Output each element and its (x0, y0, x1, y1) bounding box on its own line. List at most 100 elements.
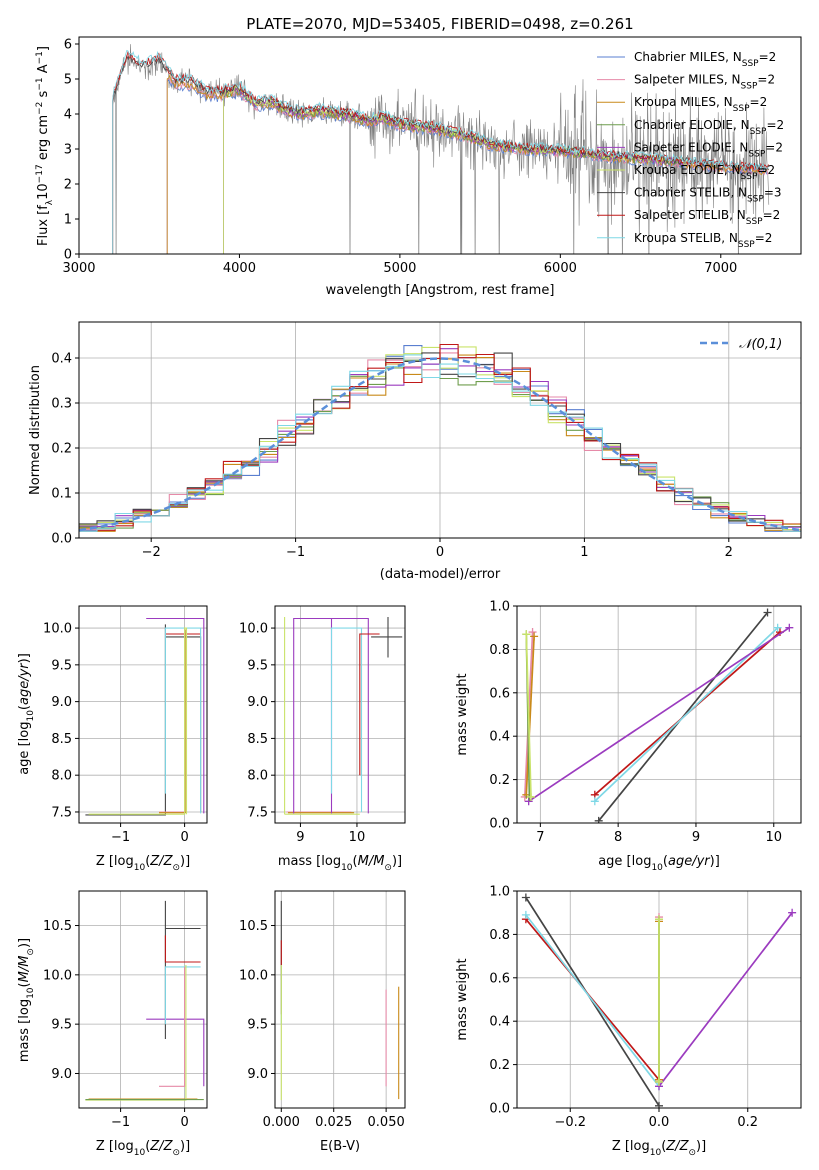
step-line (164, 935, 201, 963)
step-line (159, 628, 186, 813)
legend-label: Salpeter STELIB, NSSP=2 (634, 208, 780, 227)
step-line (165, 636, 202, 812)
legend-label: Kroupa MILES, NSSP=2 (634, 95, 767, 114)
plot-area (275, 606, 405, 823)
weight-marker (528, 628, 537, 637)
weight-marker (590, 797, 599, 806)
x-tick-label: −1 (111, 1115, 130, 1130)
weight-marker (521, 893, 530, 902)
y-tick-label: 7.5 (247, 805, 268, 820)
y-tick-label: 4 (64, 108, 72, 123)
residuals-axes: −2 −1 0 1 2 0.0 0.1 0.2 0.3 0.4 (data-model)/error… (28, 321, 802, 582)
y-tick-label: 0.0 (51, 532, 72, 547)
weight-marker (773, 623, 782, 632)
weight-marker (527, 792, 536, 801)
x-tick-label: 3000 (62, 261, 95, 276)
step-line (146, 617, 205, 814)
x-tick-label: 10 (349, 830, 366, 845)
y-tick-label: 0.1 (51, 487, 72, 502)
weight-line (525, 634, 532, 798)
weight-marker (788, 908, 797, 917)
plot-area (79, 891, 207, 1108)
legend-label: Kroupa STELIB, NSSP=2 (634, 231, 772, 250)
axes-frame (78, 36, 802, 255)
axes-frame (274, 605, 406, 824)
weight-Z-axes: −0.2 0.0 0.2 0.0 0.2 0.4 0.6 0.8 1.0 Z [log10(Z/Z… (455, 885, 802, 1158)
y-tick-label: 8.0 (51, 769, 72, 784)
legend-label: Salpeter MILES, NSSP=2 (634, 73, 775, 92)
x-tick-label: −1 (286, 545, 305, 560)
y-tick-label: 1 (64, 213, 72, 228)
x-tick-label: 0.2 (737, 1115, 758, 1130)
y-tick-label: 0.4 (489, 1015, 510, 1030)
x-tick-label: 0 (180, 830, 188, 845)
axes-frame (78, 890, 208, 1109)
y-tick-label: 9.5 (247, 658, 268, 673)
x-tick-label: 0.050 (368, 1115, 405, 1130)
axes-frame (516, 605, 802, 824)
x-tick-label: 0 (436, 545, 444, 560)
x-tick-label: 7000 (704, 261, 737, 276)
model-line (112, 49, 769, 254)
y-tick-label: 0.2 (51, 442, 72, 457)
y-tick-label: 8.5 (247, 732, 268, 747)
weight-marker (522, 630, 531, 639)
x-axis-label: Z [log10(Z/Z⊙)] (96, 1139, 190, 1158)
y-tick-label: 9.5 (51, 1018, 72, 1033)
mass-Z-axes: −1 0 9.0 9.5 10.0 10.5 Z [log10(Z/Z⊙)] mass [lo… (17, 890, 208, 1158)
x-axis-label: (data-model)/error (380, 567, 501, 582)
y-tick-label: 10.5 (43, 919, 72, 934)
y-axis-label: mass weight (455, 958, 470, 1040)
plot-area (275, 891, 405, 1108)
plot-area (79, 606, 207, 823)
y-tick-label: 9.0 (247, 1067, 268, 1082)
y-tick-label: 0.2 (489, 1058, 510, 1073)
y-tick-label: 5 (64, 73, 72, 88)
x-tick-label: 7 (536, 830, 544, 845)
x-axis-label: age [log10(age/yr)] (598, 854, 720, 873)
step-line (88, 627, 188, 815)
y-tick-label: 0.0 (489, 817, 510, 832)
chart-title: PLATE=2070, MJD=53405, FIBERID=0498, z=0… (246, 15, 633, 33)
x-axis-label: E(B-V) (320, 1139, 360, 1154)
age-mass-axes: 9 10 7.5 8.0 8.5 9.0 9.5 10.0 mass [log10(M/M⊙)] (239, 605, 406, 873)
y-tick-label: 10.0 (239, 622, 268, 637)
y-tick-label: 0.8 (489, 928, 510, 943)
legend: Chabrier MILES, NSSP=2 Salpeter MILES, NS… (597, 50, 784, 250)
weight-marker (655, 915, 663, 924)
y-tick-label: 0.8 (489, 643, 510, 658)
y-tick-label: 9.5 (247, 1018, 268, 1033)
y-axis-label: mass weight (455, 673, 470, 755)
x-tick-label: 0.025 (315, 1115, 352, 1130)
x-tick-label: −0.2 (554, 1115, 586, 1130)
weight-marker (763, 608, 772, 617)
y-tick-label: 1.0 (489, 600, 510, 615)
weight-line (528, 626, 790, 803)
plot-area (517, 891, 801, 1108)
step-line (164, 627, 202, 814)
legend-label: Kroupa ELODIE, NSSP=2 (634, 163, 775, 182)
y-axis-label: Flux [fλ10−17 erg cm−2 s−1 A−1] (35, 46, 55, 246)
x-axis-label: Z [log10(Z/Z⊙)] (612, 1139, 706, 1158)
step-line (164, 966, 201, 1025)
y-axis-label: Normed distribution (28, 365, 43, 495)
y-tick-label: 10.0 (43, 622, 72, 637)
x-axis-label: mass [log10(M/M⊙)] (278, 854, 402, 873)
y-tick-label: 8.5 (51, 732, 72, 747)
weight-marker (655, 1101, 663, 1108)
gaussian-curve (79, 357, 801, 532)
x-tick-label: 1 (580, 545, 588, 560)
x-tick-label: 2 (725, 545, 733, 560)
plot-area (112, 44, 770, 254)
y-tick-label: 9.0 (247, 695, 268, 710)
x-tick-label: 5000 (383, 261, 416, 276)
x-axis-label: Z [log10(Z/Z⊙)] (96, 854, 190, 873)
y-tick-label: 0.4 (51, 352, 72, 367)
legend-label: Salpeter ELODIE, NSSP=2 (634, 140, 783, 159)
spectrum-axes: 3000 4000 5000 6000 7000 0 1 2 3 4 5 6 PLATE=2070, M… (35, 15, 802, 298)
x-tick-label: −2 (142, 545, 161, 560)
x-tick-label: 0.0 (649, 1115, 670, 1130)
legend-label: Chabrier MILES, NSSP=2 (634, 50, 776, 69)
y-tick-label: 9.0 (51, 695, 72, 710)
